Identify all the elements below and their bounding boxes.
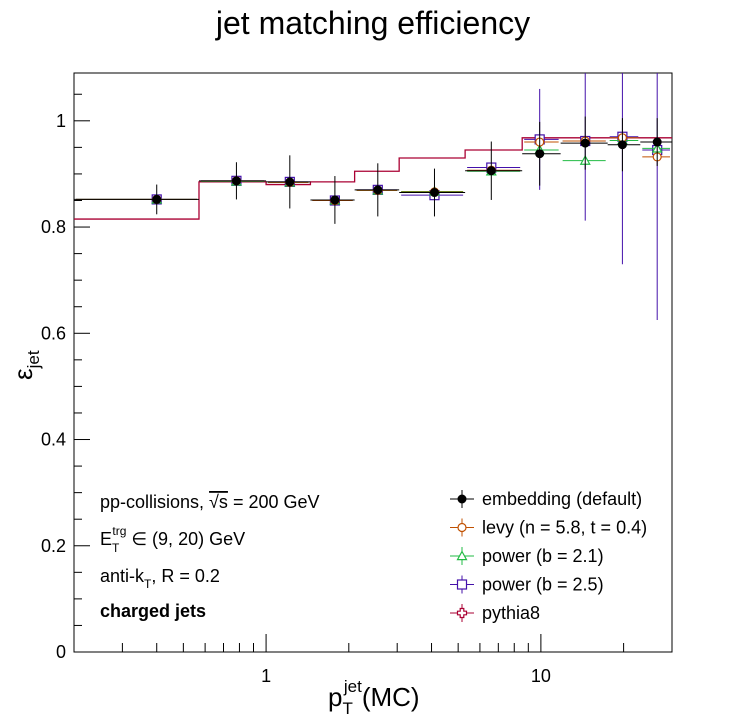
data-point (330, 195, 340, 205)
x-tick-label: 1 (261, 666, 271, 686)
data-point (617, 140, 627, 150)
series-0 (74, 116, 672, 224)
legend-entry: levy (n = 5.8, t = 0.4) (450, 518, 647, 538)
axis-ticks (73, 93, 673, 653)
y-tick-label: 0.2 (41, 536, 66, 556)
data-point (152, 194, 162, 204)
pythia8-step-line (74, 137, 672, 220)
data-point (535, 149, 545, 159)
y-tick-labels: 0 0.2 0.4 0.6 0.8 1 (41, 111, 66, 662)
legend-entry: power (b = 2.1) (450, 546, 604, 566)
legend-entry: power (b = 2.5) (450, 575, 604, 595)
chart-title: jet matching efficiency (215, 5, 530, 41)
y-tick-label: 0 (56, 642, 66, 662)
series-3 (76, 73, 670, 321)
data-point (486, 166, 496, 176)
y-tick-label: 0.8 (41, 217, 66, 237)
legend-marker (457, 494, 467, 504)
plot-frame (73, 72, 673, 653)
pythia8-curve (74, 137, 672, 220)
y-tick-label: 0.6 (41, 323, 66, 343)
legend-entry: embedding (default) (450, 489, 642, 509)
legend-marker (456, 579, 468, 590)
series-layer (74, 73, 672, 321)
legend-marker (456, 550, 468, 561)
legend-label: power (b = 2.1) (482, 546, 604, 566)
y-tick-label: 0.4 (41, 430, 66, 450)
legend-label: pythia8 (482, 603, 540, 623)
annotation-block: pp-collisions, √s = 200 GeV ETtrg ∈ (9, … (100, 492, 320, 621)
annotation-collision: pp-collisions, √s = 200 GeV (100, 492, 320, 512)
legend-marker (457, 522, 467, 533)
legend: embedding (default) levy (n = 5.8, t = 0.… (450, 489, 647, 623)
x-axis-label: pTjet(MC) (328, 677, 420, 718)
annotation-jet-type: charged jets (100, 601, 206, 621)
legend-label: levy (n = 5.8, t = 0.4) (482, 518, 647, 538)
data-point (231, 176, 241, 186)
legend-label: embedding (default) (482, 489, 642, 509)
annotation-algorithm: anti-kT, R = 0.2 (100, 566, 220, 591)
data-point (652, 137, 662, 147)
legend-marker (456, 607, 468, 619)
data-point (373, 185, 383, 195)
legend-label: power (b = 2.5) (482, 575, 604, 595)
x-tick-labels: 1 10 (261, 666, 551, 686)
y-tick-label: 1 (56, 111, 66, 131)
annotation-trigger: ETtrg ∈ (9, 20) GeV (100, 524, 245, 555)
x-tick-label: 10 (531, 666, 551, 686)
series-2 (76, 134, 670, 205)
data-point (429, 188, 439, 198)
legend-entry: pythia8 (450, 603, 540, 623)
y-axis-label: εjet (8, 350, 43, 380)
data-point (580, 138, 590, 148)
data-point (285, 177, 295, 187)
